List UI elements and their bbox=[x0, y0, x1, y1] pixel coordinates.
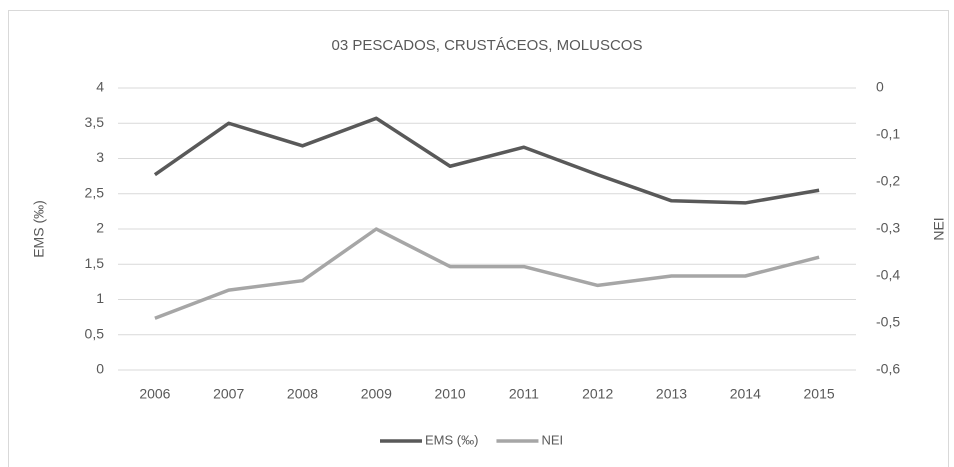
y-tick-label: 2 bbox=[96, 220, 104, 236]
x-tick-label: 2013 bbox=[656, 386, 687, 402]
series-line bbox=[154, 227, 820, 320]
x-tick-label: 2012 bbox=[582, 386, 613, 402]
legend-label: EMS (‰) bbox=[425, 432, 478, 447]
y2-tick-label: -0,6 bbox=[876, 361, 900, 377]
y-tick-label: 4 bbox=[96, 79, 104, 95]
y-tick-label: 0,5 bbox=[85, 325, 105, 341]
chart-border bbox=[8, 10, 949, 467]
x-tick-label: 2014 bbox=[730, 386, 761, 402]
y-tick-label: 2,5 bbox=[85, 184, 105, 200]
y2-tick-label: -0,1 bbox=[876, 126, 900, 142]
y2-tick-label: -0,4 bbox=[876, 267, 900, 283]
y-tick-label: 3 bbox=[96, 149, 104, 165]
y2-axis-label: NEI bbox=[931, 217, 947, 240]
x-tick-label: 2011 bbox=[509, 386, 539, 402]
x-tick-label: 2007 bbox=[213, 386, 244, 402]
y2-tick-label: -0,2 bbox=[876, 173, 900, 189]
y2-tick-label: -0,5 bbox=[876, 314, 900, 330]
legend-label: NEI bbox=[541, 432, 563, 447]
y-tick-label: 3,5 bbox=[85, 114, 105, 130]
x-tick-label: 2015 bbox=[804, 386, 835, 402]
x-tick-label: 2010 bbox=[435, 386, 466, 402]
x-tick-label: 2009 bbox=[361, 386, 392, 402]
y-tick-label: 0 bbox=[96, 361, 104, 377]
series-line bbox=[153, 116, 820, 205]
y-axis-label: EMS (‰) bbox=[31, 200, 47, 258]
y-tick-label: 1 bbox=[96, 290, 104, 306]
chart-title: 03 PESCADOS, CRUSTÁCEOS, MOLUSCOS bbox=[332, 37, 643, 54]
y2-tick-label: 0 bbox=[876, 79, 884, 95]
x-tick-label: 2006 bbox=[139, 386, 170, 402]
y-tick-label: 1,5 bbox=[85, 255, 105, 271]
x-tick-label: 2008 bbox=[287, 386, 318, 402]
y2-tick-label: -0,3 bbox=[876, 220, 900, 236]
